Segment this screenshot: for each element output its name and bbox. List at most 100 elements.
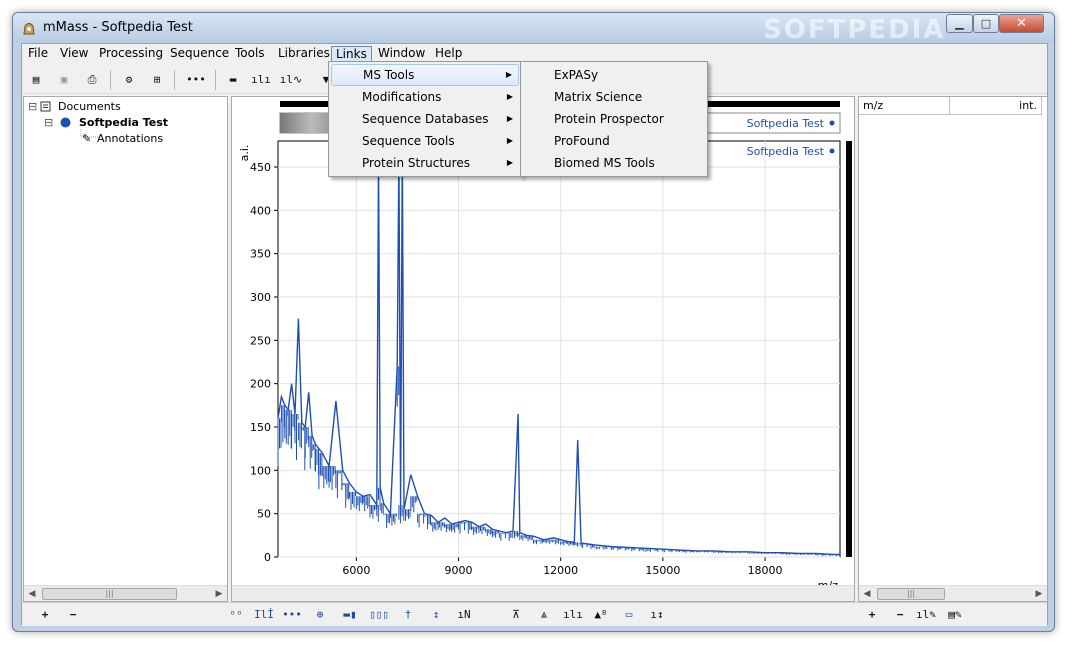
y-tick-label: 50 — [257, 508, 271, 521]
calibration-icon[interactable]: ⊞ — [153, 73, 161, 86]
menu-item-label: MS Tools — [363, 68, 415, 82]
menu-processing[interactable]: Processing — [99, 46, 164, 60]
tree-collapse-icon[interactable]: ⊟ — [44, 116, 54, 129]
chart-settings-icon[interactable]: ı↕ — [650, 608, 664, 621]
spectrum-plot: 6000 9000 12000 15000 18000 0 50 100 150 200 250 30… — [238, 140, 841, 592]
menu-item-label: Protein Structures — [362, 156, 470, 170]
tree-horizontal-scrollbar[interactable]: ◀ ||| ▶ — [24, 585, 227, 601]
menu-view[interactable]: View — [60, 46, 89, 60]
peak-list-horizontal-scrollbar[interactable]: ◀ ||| ▶ — [859, 585, 1047, 601]
label-points-icon[interactable]: ••• — [282, 608, 302, 621]
x-tick-label: 12000 — [543, 564, 578, 577]
toolbar-separator — [110, 70, 111, 90]
print-icon[interactable]: ⎙ — [87, 73, 97, 86]
tree-annotations-item[interactable]: Annotations — [97, 132, 164, 145]
column-header-mz[interactable]: m/z — [859, 97, 950, 115]
tree-connector — [80, 129, 100, 138]
submenu-item-protein-prospector[interactable]: Protein Prospector — [554, 112, 664, 126]
envelope-icon[interactable]: ıl∿ — [279, 73, 303, 86]
plot-area — [277, 140, 841, 558]
distance-icon[interactable]: ılı — [563, 608, 583, 621]
close-button[interactable]: ✕ — [999, 14, 1044, 33]
remove-peak-icon[interactable]: − — [896, 608, 904, 621]
tree-root-documents[interactable]: Documents — [58, 100, 121, 113]
peak-picking-icon[interactable]: ⊼ — [511, 608, 521, 621]
documents-icon — [40, 101, 51, 112]
client-area: File View Processing Sequence Tools Libr… — [21, 43, 1048, 626]
overview-legend-dot — [829, 120, 835, 126]
app-icon — [23, 23, 35, 35]
filter-icon[interactable]: ▼ — [322, 73, 330, 86]
y-tick-label: 100 — [250, 464, 271, 477]
maximize-button[interactable]: □ — [973, 14, 999, 33]
peaklist-notes-icon[interactable]: ▤✎ — [948, 608, 962, 621]
menu-file[interactable]: File — [28, 46, 49, 60]
processing-gear-icon[interactable]: ⚙ — [125, 73, 133, 86]
normalize-icon[interactable]: ıN — [457, 608, 471, 621]
menu-help[interactable]: Help — [435, 46, 463, 60]
toolbar-separator — [174, 70, 175, 90]
overlay-icon[interactable]: ▬▮ — [343, 608, 357, 621]
mass-calculator-icon[interactable]: ▬ — [229, 73, 237, 86]
add-document-icon[interactable]: + — [41, 608, 49, 621]
menu-libraries[interactable]: Libraries — [278, 46, 330, 60]
scroll-thumb[interactable]: ||| — [877, 588, 945, 600]
add-peak-icon[interactable]: + — [868, 608, 876, 621]
scroll-left-icon[interactable]: ◀ — [863, 589, 871, 599]
label-peaks-icon[interactable]: ᵒᵒ — [229, 608, 243, 621]
minimize-button[interactable]: ▁ — [946, 14, 973, 33]
ruler-icon[interactable]: ▭ — [625, 608, 633, 621]
menu-window[interactable]: Window — [378, 46, 426, 60]
legend-marker — [829, 148, 835, 154]
menu-item-sequence-tools[interactable]: Sequence Tools ▶ — [331, 130, 519, 152]
save-icon[interactable]: ▣ — [60, 73, 68, 86]
label-bars-icon[interactable]: Ιlİ — [254, 608, 274, 621]
peak-list-panel: m/z int. ◀ ||| ▶ — [858, 96, 1048, 602]
pencil-icon: ✎ — [82, 132, 92, 145]
menu-sequence[interactable]: Sequence — [170, 46, 230, 60]
ms-tools-submenu: ExPASy Matrix Science Protein Prospector… — [520, 61, 708, 177]
ticks-icon[interactable]: † — [404, 608, 412, 621]
submenu-item-matrix-science[interactable]: Matrix Science — [554, 90, 643, 104]
scroll-left-icon[interactable]: ◀ — [28, 589, 36, 599]
grid-icon[interactable]: ▯▯▯ — [369, 608, 389, 621]
spectrum-noise — [277, 366, 840, 556]
submenu-item-biomed-ms-tools[interactable]: Biomed MS Tools — [554, 156, 655, 170]
scroll-thumb[interactable]: ||| — [42, 588, 177, 600]
scroll-right-icon[interactable]: ▶ — [215, 589, 223, 599]
menu-item-label: Sequence Databases — [362, 112, 489, 126]
tree-collapse-icon[interactable]: ⊟ — [28, 100, 38, 113]
scroll-right-icon[interactable]: ▶ — [1035, 589, 1043, 599]
menu-item-modifications[interactable]: Modifications ▶ — [331, 86, 519, 108]
y-tick-label: 0 — [264, 551, 271, 564]
menu-bar: File View Processing Sequence Tools Libr… — [22, 44, 1047, 64]
menu-item-protein-structures[interactable]: Protein Structures ▶ — [331, 152, 519, 174]
title-bar[interactable]: mMass - Softpedia Test SOFTPEDIA ▁ □ ✕ — [13, 13, 1054, 45]
x-tick-label: 18000 — [748, 564, 783, 577]
remove-document-icon[interactable]: − — [69, 608, 77, 621]
menu-item-ms-tools[interactable]: MS Tools ▶ — [331, 64, 519, 86]
tree-document-item[interactable]: Softpedia Test — [79, 116, 169, 129]
menu-item-sequence-databases[interactable]: Sequence Databases ▶ — [331, 108, 519, 130]
y-tick-label: 200 — [250, 378, 271, 391]
spectrum-view-icon[interactable]: ılı — [251, 73, 271, 86]
submenu-item-expasy[interactable]: ExPASy — [554, 68, 599, 82]
y-tick-label: 150 — [250, 421, 271, 434]
submenu-arrow-icon: ▶ — [506, 158, 513, 167]
label-pattern-icon[interactable]: ▲ᴮ — [594, 608, 608, 621]
y-axis-label: a.i. — [238, 145, 251, 162]
column-header-int[interactable]: int. — [950, 97, 1042, 115]
submenu-arrow-icon: ▶ — [506, 92, 513, 101]
peak-area-icon[interactable]: ⩓ — [540, 608, 548, 621]
edit-peak-icon[interactable]: ıl✎ — [916, 608, 936, 621]
toolbar-separator — [215, 70, 216, 90]
tracker-icon[interactable]: ⊕ — [316, 608, 324, 621]
autoscale-icon[interactable]: ↕ — [432, 608, 440, 621]
sequence-icon[interactable]: ••• — [186, 73, 206, 86]
open-document-icon[interactable]: ▤ — [32, 73, 40, 86]
chart-legend: Softpedia Test — [747, 145, 825, 158]
submenu-item-profound[interactable]: ProFound — [554, 134, 610, 148]
menu-tools[interactable]: Tools — [235, 46, 265, 60]
window-title: mMass - Softpedia Test — [43, 20, 193, 35]
links-dropdown: MS Tools ▶ Modifications ▶ Sequence Databa… — [328, 61, 522, 177]
